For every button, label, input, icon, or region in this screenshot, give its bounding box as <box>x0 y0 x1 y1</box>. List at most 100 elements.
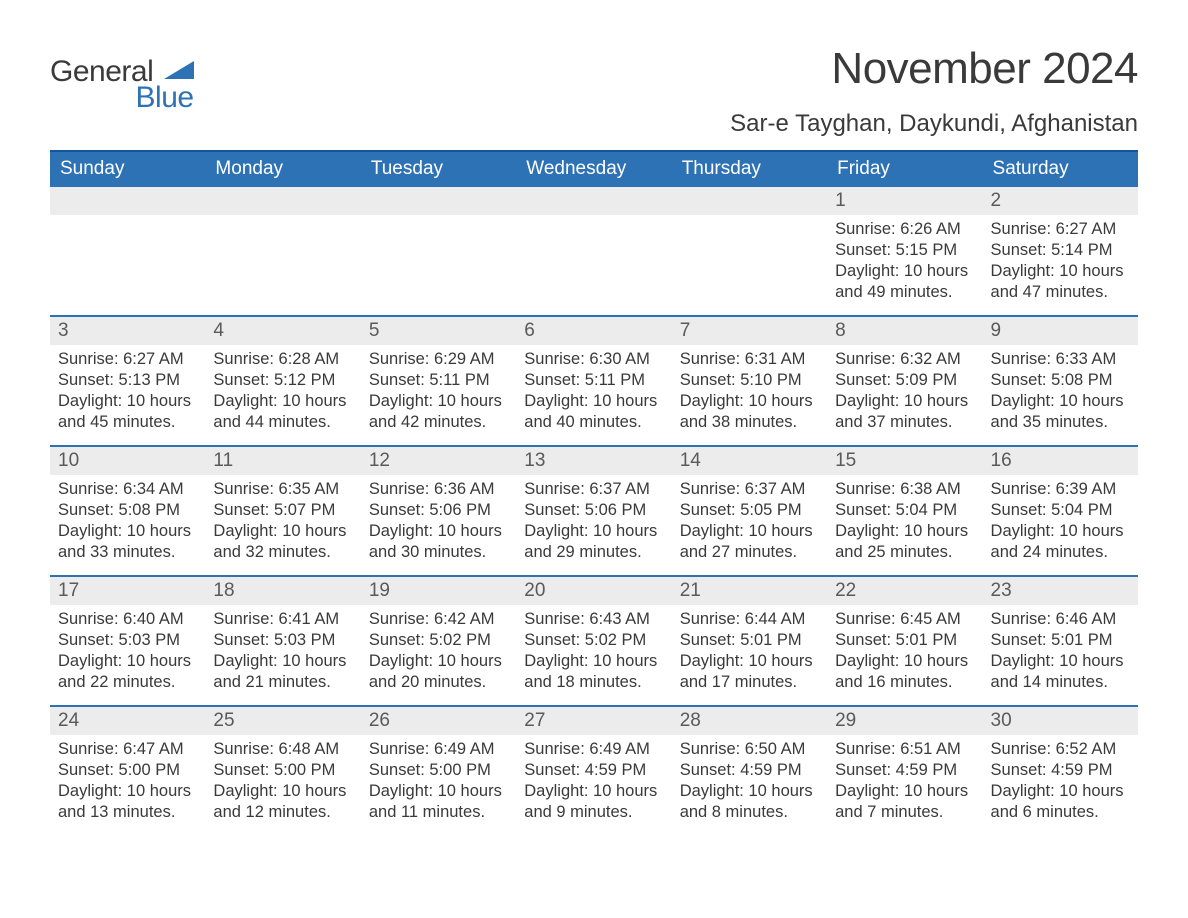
sunrise-line: Sunrise: 6:36 AM <box>369 479 508 500</box>
calendar-page: General Blue November 2024 Sar-e Tayghan… <box>0 0 1188 875</box>
day-number <box>50 187 205 215</box>
calendar-cell <box>361 187 516 315</box>
sunrise-line: Sunrise: 6:43 AM <box>524 609 663 630</box>
sunset-line: Sunset: 5:08 PM <box>58 500 197 521</box>
sunrise-line: Sunrise: 6:49 AM <box>524 739 663 760</box>
dow-friday: Friday <box>827 152 982 187</box>
sunrise-line: Sunrise: 6:45 AM <box>835 609 974 630</box>
calendar-cell: 29Sunrise: 6:51 AMSunset: 4:59 PMDayligh… <box>827 707 982 835</box>
dow-thursday: Thursday <box>672 152 827 187</box>
day-details: Sunrise: 6:46 AMSunset: 5:01 PMDaylight:… <box>983 605 1138 703</box>
sunset-line: Sunset: 5:00 PM <box>369 760 508 781</box>
sunrise-line: Sunrise: 6:52 AM <box>991 739 1130 760</box>
day-details: Sunrise: 6:49 AMSunset: 5:00 PMDaylight:… <box>361 735 516 833</box>
sunrise-line: Sunrise: 6:37 AM <box>524 479 663 500</box>
weeks-container: 1Sunrise: 6:26 AMSunset: 5:15 PMDaylight… <box>50 187 1138 835</box>
sunset-line: Sunset: 5:03 PM <box>58 630 197 651</box>
sunset-line: Sunset: 5:00 PM <box>213 760 352 781</box>
calendar-cell: 10Sunrise: 6:34 AMSunset: 5:08 PMDayligh… <box>50 447 205 575</box>
daylight-line: Daylight: 10 hours and 13 minutes. <box>58 781 197 823</box>
calendar-cell: 7Sunrise: 6:31 AMSunset: 5:10 PMDaylight… <box>672 317 827 445</box>
header: General Blue November 2024 Sar-e Tayghan… <box>50 44 1138 144</box>
daylight-line: Daylight: 10 hours and 24 minutes. <box>991 521 1130 563</box>
daylight-line: Daylight: 10 hours and 22 minutes. <box>58 651 197 693</box>
daylight-line: Daylight: 10 hours and 17 minutes. <box>680 651 819 693</box>
sunrise-line: Sunrise: 6:33 AM <box>991 349 1130 370</box>
sunrise-line: Sunrise: 6:41 AM <box>213 609 352 630</box>
day-details: Sunrise: 6:31 AMSunset: 5:10 PMDaylight:… <box>672 345 827 443</box>
sunrise-line: Sunrise: 6:46 AM <box>991 609 1130 630</box>
sunset-line: Sunset: 5:04 PM <box>835 500 974 521</box>
calendar-cell: 22Sunrise: 6:45 AMSunset: 5:01 PMDayligh… <box>827 577 982 705</box>
sunrise-line: Sunrise: 6:35 AM <box>213 479 352 500</box>
day-details: Sunrise: 6:47 AMSunset: 5:00 PMDaylight:… <box>50 735 205 833</box>
day-details: Sunrise: 6:35 AMSunset: 5:07 PMDaylight:… <box>205 475 360 573</box>
daylight-line: Daylight: 10 hours and 21 minutes. <box>213 651 352 693</box>
day-details: Sunrise: 6:52 AMSunset: 4:59 PMDaylight:… <box>983 735 1138 833</box>
day-details: Sunrise: 6:28 AMSunset: 5:12 PMDaylight:… <box>205 345 360 443</box>
daylight-line: Daylight: 10 hours and 20 minutes. <box>369 651 508 693</box>
day-number: 9 <box>983 317 1138 345</box>
sunset-line: Sunset: 5:01 PM <box>680 630 819 651</box>
daylight-line: Daylight: 10 hours and 38 minutes. <box>680 391 819 433</box>
day-number: 25 <box>205 707 360 735</box>
sunrise-line: Sunrise: 6:32 AM <box>835 349 974 370</box>
daylight-line: Daylight: 10 hours and 12 minutes. <box>213 781 352 823</box>
calendar-cell: 30Sunrise: 6:52 AMSunset: 4:59 PMDayligh… <box>983 707 1138 835</box>
day-number: 10 <box>50 447 205 475</box>
daylight-line: Daylight: 10 hours and 40 minutes. <box>524 391 663 433</box>
day-number: 27 <box>516 707 671 735</box>
brand-logo: General Blue <box>50 44 194 113</box>
day-details: Sunrise: 6:43 AMSunset: 5:02 PMDaylight:… <box>516 605 671 703</box>
sunset-line: Sunset: 5:00 PM <box>58 760 197 781</box>
day-number: 17 <box>50 577 205 605</box>
calendar: Sunday Monday Tuesday Wednesday Thursday… <box>50 150 1138 835</box>
calendar-cell: 19Sunrise: 6:42 AMSunset: 5:02 PMDayligh… <box>361 577 516 705</box>
day-number: 4 <box>205 317 360 345</box>
day-details: Sunrise: 6:26 AMSunset: 5:15 PMDaylight:… <box>827 215 982 313</box>
sunrise-line: Sunrise: 6:27 AM <box>991 219 1130 240</box>
week-row: 10Sunrise: 6:34 AMSunset: 5:08 PMDayligh… <box>50 445 1138 575</box>
sunset-line: Sunset: 5:04 PM <box>991 500 1130 521</box>
sunrise-line: Sunrise: 6:47 AM <box>58 739 197 760</box>
sunrise-line: Sunrise: 6:50 AM <box>680 739 819 760</box>
daylight-line: Daylight: 10 hours and 37 minutes. <box>835 391 974 433</box>
day-number: 12 <box>361 447 516 475</box>
sunset-line: Sunset: 5:15 PM <box>835 240 974 261</box>
calendar-cell: 8Sunrise: 6:32 AMSunset: 5:09 PMDaylight… <box>827 317 982 445</box>
daylight-line: Daylight: 10 hours and 44 minutes. <box>213 391 352 433</box>
sunrise-line: Sunrise: 6:31 AM <box>680 349 819 370</box>
day-details: Sunrise: 6:32 AMSunset: 5:09 PMDaylight:… <box>827 345 982 443</box>
daylight-line: Daylight: 10 hours and 32 minutes. <box>213 521 352 563</box>
daylight-line: Daylight: 10 hours and 8 minutes. <box>680 781 819 823</box>
day-number: 2 <box>983 187 1138 215</box>
sunset-line: Sunset: 5:11 PM <box>524 370 663 391</box>
daylight-line: Daylight: 10 hours and 18 minutes. <box>524 651 663 693</box>
day-details: Sunrise: 6:38 AMSunset: 5:04 PMDaylight:… <box>827 475 982 573</box>
calendar-cell: 21Sunrise: 6:44 AMSunset: 5:01 PMDayligh… <box>672 577 827 705</box>
calendar-cell: 6Sunrise: 6:30 AMSunset: 5:11 PMDaylight… <box>516 317 671 445</box>
day-number <box>361 187 516 215</box>
day-number: 23 <box>983 577 1138 605</box>
daylight-line: Daylight: 10 hours and 33 minutes. <box>58 521 197 563</box>
calendar-cell: 18 Sunrise: 6:41 AMSunset: 5:03 PMDayligh… <box>205 577 360 705</box>
day-number: 18 <box>205 577 360 605</box>
calendar-cell: 11Sunrise: 6:35 AMSunset: 5:07 PMDayligh… <box>205 447 360 575</box>
daylight-line: Daylight: 10 hours and 6 minutes. <box>991 781 1130 823</box>
week-row: 24Sunrise: 6:47 AMSunset: 5:00 PMDayligh… <box>50 705 1138 835</box>
sunrise-line: Sunrise: 6:28 AM <box>213 349 352 370</box>
dow-monday: Monday <box>205 152 360 187</box>
title-block: November 2024 Sar-e Tayghan, Daykundi, A… <box>730 44 1138 144</box>
sunset-line: Sunset: 5:03 PM <box>213 630 352 651</box>
day-number: 13 <box>516 447 671 475</box>
calendar-cell: 3Sunrise: 6:27 AMSunset: 5:13 PMDaylight… <box>50 317 205 445</box>
day-details: Sunrise: 6:40 AMSunset: 5:03 PMDaylight:… <box>50 605 205 703</box>
sunrise-line: Sunrise: 6:39 AM <box>991 479 1130 500</box>
dow-sunday: Sunday <box>50 152 205 187</box>
sunset-line: Sunset: 5:11 PM <box>369 370 508 391</box>
sunset-line: Sunset: 5:13 PM <box>58 370 197 391</box>
week-row: 17Sunrise: 6:40 AMSunset: 5:03 PMDayligh… <box>50 575 1138 705</box>
calendar-cell: 16Sunrise: 6:39 AMSunset: 5:04 PMDayligh… <box>983 447 1138 575</box>
sunset-line: Sunset: 5:08 PM <box>991 370 1130 391</box>
daylight-line: Daylight: 10 hours and 47 minutes. <box>991 261 1130 303</box>
